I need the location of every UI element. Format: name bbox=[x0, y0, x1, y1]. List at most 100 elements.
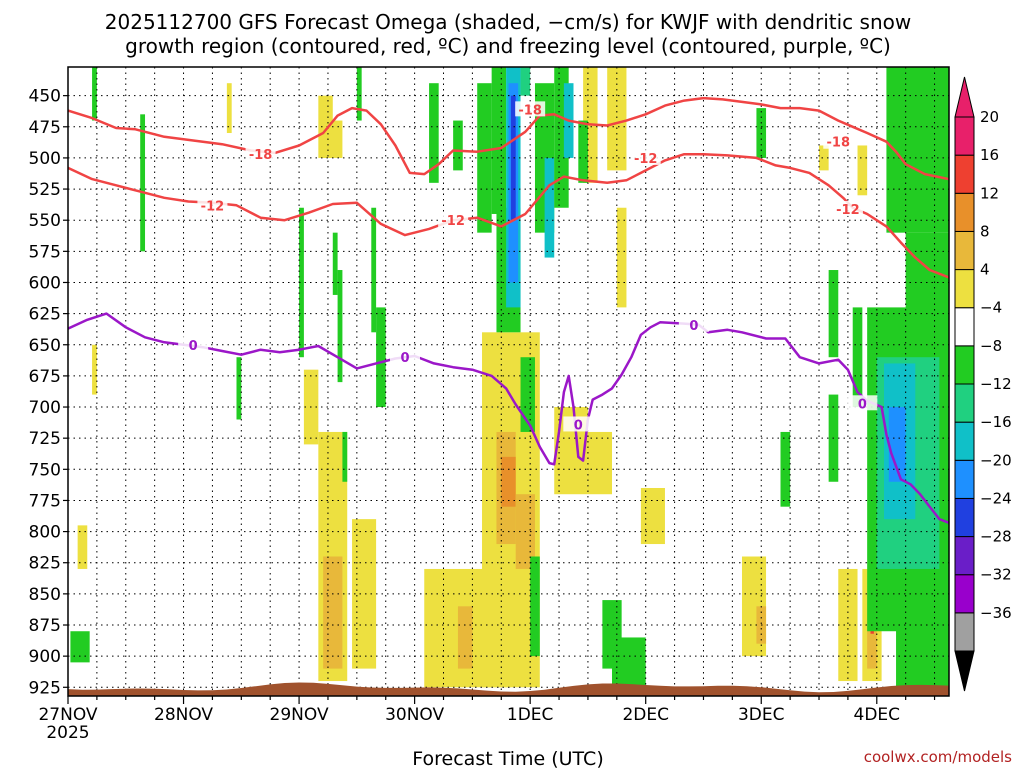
contour-label-minus12: -12 bbox=[634, 152, 658, 167]
contour-label-0: 0 bbox=[400, 351, 409, 366]
colorbar-tick-label: −32 bbox=[980, 566, 1012, 584]
contour-line-0 bbox=[68, 312, 949, 525]
x-tick-label: 3DEC bbox=[738, 705, 785, 725]
omega-cell bbox=[607, 67, 627, 171]
contour-layer: -18 -18 -18 -12 -12 -12 -12 0 0 0 0 0 bbox=[68, 96, 949, 525]
colorbar-swatch bbox=[954, 116, 975, 156]
x-tick-label: 1DEC bbox=[507, 705, 554, 725]
omega-cell bbox=[520, 67, 531, 96]
contour-line-minus12 bbox=[68, 152, 949, 279]
contour-label-minus12: -12 bbox=[441, 214, 465, 229]
omega-shading-layer bbox=[70, 67, 949, 688]
colorbar-tick-label: −36 bbox=[980, 604, 1012, 622]
omega-cell bbox=[616, 207, 627, 308]
contour-label-bg bbox=[832, 200, 863, 216]
surface-terrain bbox=[68, 682, 949, 696]
colorbar-tick-label: 20 bbox=[980, 108, 999, 126]
omega-cell bbox=[376, 307, 386, 408]
colorbar-tick-label: −12 bbox=[980, 375, 1012, 393]
omega-cell bbox=[356, 67, 362, 121]
contour-label-minus12: -12 bbox=[836, 203, 860, 218]
omega-cell bbox=[640, 487, 665, 545]
contour-label-minus18: -18 bbox=[827, 136, 851, 151]
colorbar-swatch bbox=[954, 269, 975, 309]
omega-cell bbox=[838, 568, 858, 682]
y-tick-label: 925 bbox=[29, 678, 61, 698]
y-tick-label: 675 bbox=[29, 367, 61, 387]
x-tick-label: 4DEC bbox=[854, 705, 901, 725]
x-tick-label: 29NOV bbox=[270, 705, 329, 725]
colorbar-swatch bbox=[954, 307, 975, 347]
colorbar: 20 16 12 8 4 −4 −8 −12 −16 −20 −24 −28 −32 −36 bbox=[954, 76, 1012, 692]
omega-cell bbox=[323, 120, 343, 158]
omega-cell bbox=[332, 232, 338, 295]
contour-label-bg bbox=[178, 336, 209, 352]
chart-title-line-1: 2025112700 GFS Forecast Omega (shaded, −… bbox=[105, 10, 911, 34]
colorbar-under-arrow bbox=[954, 650, 975, 692]
y-tick-label: 550 bbox=[29, 211, 61, 231]
y-tick-label: 625 bbox=[29, 305, 61, 325]
omega-cell bbox=[236, 357, 242, 420]
y-tick-label: 800 bbox=[29, 523, 61, 543]
omega-cell bbox=[70, 631, 90, 663]
y-tick-label: 500 bbox=[29, 149, 61, 169]
colorbar-tick-label: 4 bbox=[980, 261, 990, 279]
contour-label-bg bbox=[438, 212, 469, 228]
dotted-grid bbox=[68, 67, 949, 696]
y-tick-label: 875 bbox=[29, 616, 61, 636]
colorbar-tick-label: −4 bbox=[980, 299, 1002, 317]
omega-cell bbox=[477, 83, 492, 233]
omega-cell bbox=[92, 344, 97, 395]
y-tick-label: 450 bbox=[29, 87, 61, 107]
omega-cell bbox=[896, 618, 949, 688]
y-tick-label: 575 bbox=[29, 242, 61, 262]
omega-cell bbox=[371, 207, 377, 333]
y-tick-label: 775 bbox=[29, 491, 61, 511]
contour-label-bg bbox=[389, 349, 420, 365]
y-tick-label: 475 bbox=[29, 118, 61, 138]
y-tick-label: 725 bbox=[29, 429, 61, 449]
omega-cell bbox=[587, 431, 613, 495]
contour-label-bg bbox=[847, 395, 878, 411]
omega-cell bbox=[299, 207, 304, 358]
y-tick-label: 900 bbox=[29, 647, 61, 667]
omega-cell bbox=[819, 145, 829, 171]
omega-cell bbox=[857, 145, 868, 196]
colorbar-swatch bbox=[954, 421, 975, 461]
contour-label-bg bbox=[823, 133, 854, 149]
omega-cell bbox=[780, 431, 791, 507]
contour-label-bg bbox=[630, 149, 661, 165]
omega-cell bbox=[429, 83, 439, 183]
colorbar-tick-label: −8 bbox=[980, 337, 1002, 355]
contour-label-bg bbox=[515, 101, 546, 117]
colorbar-swatch bbox=[954, 230, 975, 271]
plot-frame bbox=[67, 66, 950, 697]
x-tick-label: 28NOV bbox=[154, 705, 213, 725]
colorbar-swatch bbox=[954, 459, 975, 499]
omega-cell bbox=[352, 519, 377, 669]
y-tick-label: 700 bbox=[29, 398, 61, 418]
colorbar-swatch bbox=[954, 154, 975, 194]
colorbar-tick-label: −20 bbox=[980, 451, 1012, 469]
x-tick-label: 27NOV bbox=[38, 705, 97, 725]
omega-cell bbox=[337, 270, 343, 383]
x-axis-title: Forecast Time (UTC) bbox=[412, 748, 603, 768]
colorbar-swatch bbox=[954, 536, 975, 576]
colorbar-tick-label: −28 bbox=[980, 528, 1012, 546]
x-tick-label: 2DEC bbox=[622, 705, 669, 725]
omega-cell bbox=[491, 67, 507, 214]
omega-cell bbox=[886, 67, 949, 233]
omega-cell bbox=[612, 637, 646, 688]
contour-label-0: 0 bbox=[858, 397, 867, 412]
omega-cell bbox=[888, 407, 906, 482]
y-tick-label: 850 bbox=[29, 585, 61, 605]
colorbar-swatch bbox=[954, 345, 975, 385]
y-tick-label: 600 bbox=[29, 273, 61, 293]
y-tick-label: 650 bbox=[29, 336, 61, 356]
contour-label-bg bbox=[678, 316, 709, 332]
y-tick-label: 825 bbox=[29, 554, 61, 574]
colorbar-tick-label: −16 bbox=[980, 413, 1012, 431]
chart-title-line-2: growth region (contoured, red, ºC) and f… bbox=[125, 34, 891, 58]
